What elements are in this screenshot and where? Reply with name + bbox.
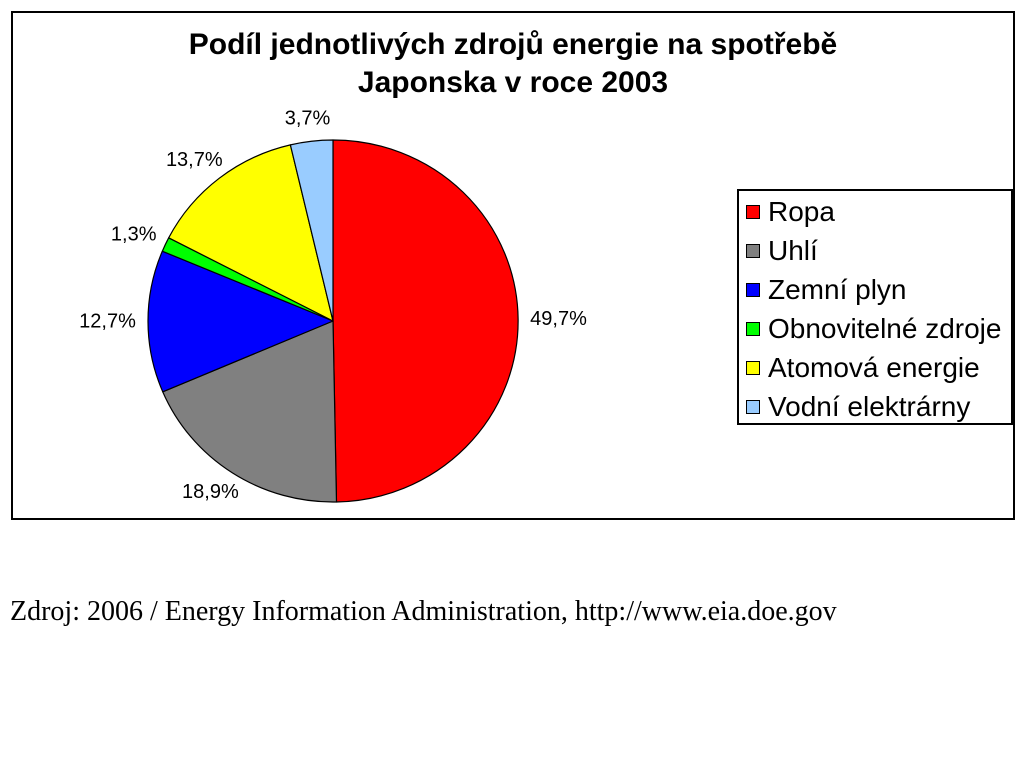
legend-swatch [746, 360, 760, 375]
legend-label: Zemní plyn [768, 274, 907, 305]
data-labels: 49,7% 18,9% 12,7% 1,3% 13,7% 3,7% [79, 107, 587, 503]
data-label-ropa: 49,7% [530, 308, 587, 330]
chart: Podíl jednotlivých zdrojů energie na spo… [11, 11, 1015, 520]
legend-item-vodni-elektrarny: Vodní elektrárny [746, 387, 1011, 426]
data-label-vodni-elektrarny: 3,7% [285, 107, 331, 129]
source-citation: Zdroj: 2006 / Energy Information Adminis… [10, 596, 837, 627]
pie-slice-atomova-energie [168, 144, 334, 322]
data-label-zemni-plyn: 12,7% [79, 311, 136, 333]
legend-item-ropa: Ropa [746, 192, 1011, 231]
data-label-uhli: 18,9% [182, 481, 239, 503]
pie-slice-zemni-plyn [147, 250, 334, 393]
pie-chart: 49,7% 18,9% 12,7% 1,3% 13,7% 3,7% [79, 107, 587, 503]
data-label-atomova-energie: 13,7% [166, 149, 223, 171]
legend-item-obnovitelne-zdroje: Obnovitelné zdroje [746, 309, 1011, 348]
legend-label: Atomová energie [768, 352, 980, 383]
legend-item-zemni-plyn: Zemní plyn [746, 270, 1011, 309]
legend-item-atomova-energie: Atomová energie [746, 348, 1011, 387]
legend-swatch [746, 399, 760, 414]
data-label-obnovitelne-zdroje: 1,3% [111, 224, 157, 246]
pie-slice-vodni-elektrarny [289, 139, 334, 322]
legend: Ropa Uhlí Zemní plyn Obnovitelné zdroje … [737, 189, 1013, 425]
legend-swatch [746, 243, 760, 258]
pie-slice-ropa [332, 139, 519, 503]
legend-swatch [746, 321, 760, 336]
legend-swatch [746, 204, 760, 219]
legend-item-uhli: Uhlí [746, 231, 1011, 270]
legend-swatch [746, 282, 760, 297]
legend-label: Obnovitelné zdroje [768, 313, 1002, 344]
chart-title: Podíl jednotlivých zdrojů energie na spo… [11, 26, 1015, 102]
pie-slice-uhli [162, 320, 338, 503]
legend-label: Ropa [768, 196, 835, 227]
legend-label: Uhlí [768, 235, 818, 266]
pie-slices [147, 139, 519, 503]
legend-label: Vodní elektrárny [768, 391, 971, 422]
chart-title-line-2: Japonska v roce 2003 [357, 66, 669, 99]
chart-title-line-1: Podíl jednotlivých zdrojů energie na spo… [188, 28, 838, 61]
